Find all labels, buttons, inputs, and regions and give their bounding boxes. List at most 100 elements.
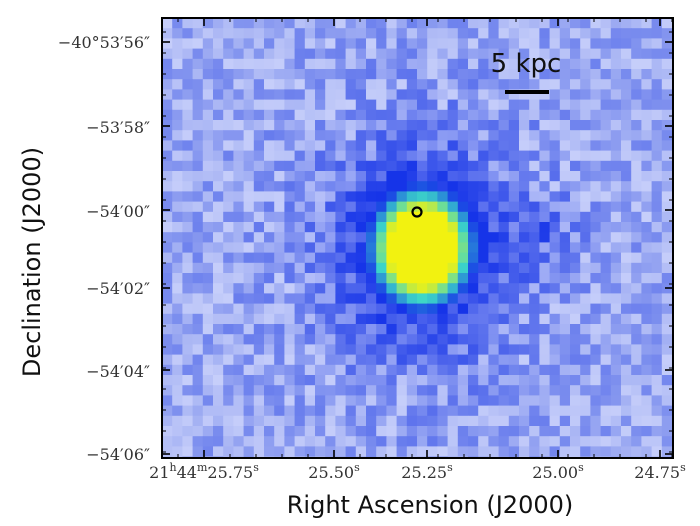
image-pixel [366,89,377,100]
image-pixel [202,222,214,233]
image-pixel [539,201,550,213]
image-pixel [570,242,581,253]
image-pixel [519,150,530,162]
image-pixel [355,354,367,366]
image-pixel [172,293,183,304]
image-pixel [233,344,244,355]
image-pixel [366,354,377,366]
image-pixel [498,375,510,386]
image-pixel [192,18,204,29]
image-pixel [376,89,387,100]
image-pixel [559,150,571,162]
image-pixel [396,354,408,366]
image-pixel [549,120,561,131]
image-pixel [406,375,418,386]
image-pixel [468,28,479,39]
image-pixel [468,69,479,80]
image-pixel [559,89,571,100]
image-pixel [172,69,183,80]
image-pixel [641,354,652,366]
image-pixel [162,181,173,192]
image-pixel [366,303,377,315]
image-pixel [549,262,561,274]
image-pixel [162,354,173,366]
image-pixel [192,150,204,162]
image-pixel [304,18,316,29]
image-pixel [519,313,530,325]
image-pixel [498,201,510,213]
image-pixel [641,211,652,223]
image-pixel [253,232,265,243]
image-pixel [529,140,540,151]
image-pixel [600,283,612,294]
image-pixel [294,18,306,29]
image-pixel [590,48,601,60]
image-pixel [590,354,601,366]
image-pixel [233,446,244,457]
image-pixel [264,48,275,60]
image-pixel [580,252,591,264]
image-pixel [559,160,571,172]
image-pixel [233,211,244,223]
image-pixel [427,313,438,325]
image-pixel [468,446,479,457]
image-pixel [570,201,581,213]
image-pixel [641,191,652,202]
image-pixel [641,171,652,182]
image-pixel [162,436,173,447]
image-pixel [376,171,387,182]
image-pixel [539,222,550,233]
image-pixel [304,273,316,284]
image-pixel [294,89,306,100]
image-pixel [192,375,204,386]
image-pixel [192,405,204,417]
image-pixel [396,150,408,162]
image-pixel [294,293,306,304]
image-pixel [580,201,591,213]
image-pixel [386,354,397,366]
image-pixel [192,293,204,304]
y-tick-label: −54′04″ [86,362,150,381]
image-pixel [376,181,387,192]
image-pixel [233,293,244,304]
image-pixel [366,395,377,406]
image-pixel [457,293,469,304]
image-pixel [264,120,275,131]
image-pixel [488,364,499,376]
image-pixel [345,99,357,111]
image-pixel [315,252,326,264]
image-pixel [651,79,663,90]
image-pixel [417,28,428,39]
image-pixel [621,344,632,355]
image-pixel [304,426,316,437]
image-pixel [366,140,377,151]
y-tick-label: −54′00″ [86,202,150,221]
image-pixel [417,252,428,264]
image-pixel [274,405,285,417]
image-pixel [325,364,336,376]
image-pixel [182,38,193,49]
image-pixel [192,201,204,213]
image-pixel [223,273,234,284]
image-pixel [559,262,571,274]
image-pixel [508,28,520,39]
image-pixel [437,28,448,39]
image-pixel [406,293,418,304]
image-pixel [580,211,591,223]
image-pixel [468,426,479,437]
image-pixel [600,58,612,70]
image-pixel [182,28,193,39]
image-pixel [437,334,448,345]
image-pixel [519,242,530,253]
image-pixel [529,211,540,223]
image-pixel [641,262,652,274]
image-pixel [304,283,316,294]
image-pixel [427,120,438,131]
image-pixel [559,415,571,427]
image-pixel [539,334,550,345]
image-pixel [182,232,193,243]
image-pixel [600,222,612,233]
image-pixel [294,283,306,294]
image-pixel [661,344,673,355]
image-pixel [213,364,224,376]
